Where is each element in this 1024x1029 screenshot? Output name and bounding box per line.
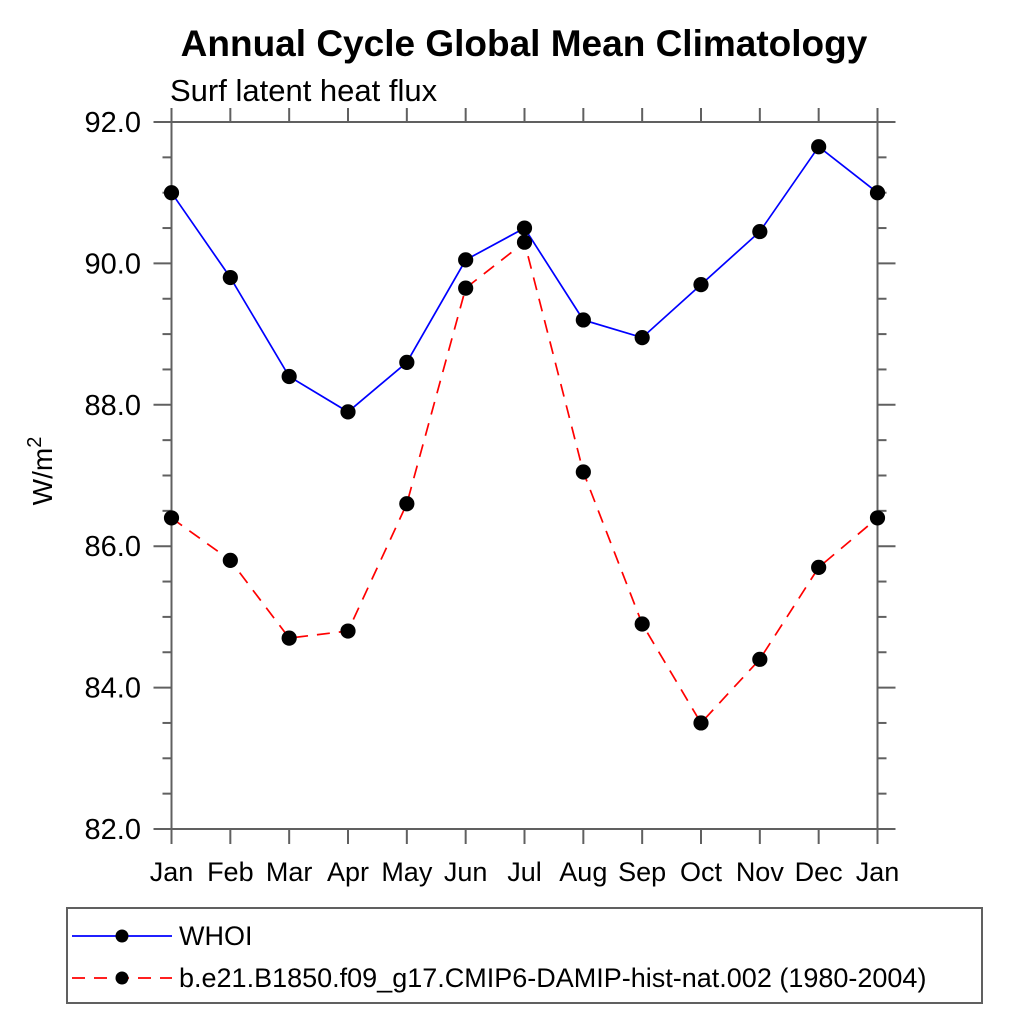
data-point-series-0 (163, 185, 180, 201)
legend-marker-1 (115, 971, 129, 985)
legend-box (66, 907, 983, 1004)
month-label: Mar (266, 857, 313, 887)
data-point-series-1 (281, 630, 297, 646)
month-label: May (381, 857, 433, 887)
y-tick-label: 88.0 (85, 390, 141, 422)
chart-subtitle: Surf latent heat flux (170, 73, 438, 108)
y-tick-label: 84.0 (85, 673, 141, 705)
y-tick-label: 86.0 (85, 531, 141, 563)
month-label: Nov (736, 857, 785, 887)
data-point-series-0 (869, 185, 886, 201)
legend-item-label-0: WHOI (179, 921, 253, 951)
month-label: Sep (618, 857, 666, 887)
data-point-series-0 (399, 354, 415, 370)
y-axis-label-base: W/m (27, 448, 58, 506)
data-point-series-1 (458, 280, 474, 296)
month-label: Jun (444, 857, 488, 887)
data-point-series-0 (752, 223, 768, 240)
y-axis-label-superscript: 2 (24, 437, 46, 448)
data-point-series-1 (575, 464, 591, 480)
data-point-series-1 (693, 715, 709, 731)
data-point-series-1 (340, 623, 356, 639)
y-tick-label: 92.0 (85, 107, 141, 139)
y-axis-label: W/m2 (24, 437, 58, 506)
month-label: Dec (795, 857, 843, 887)
legend-item-label-1: b.e21.B1850.f09_g17.CMIP6-DAMIP-hist-nat… (179, 963, 926, 993)
data-point-series-0 (458, 252, 474, 268)
data-point-series-1 (869, 510, 886, 526)
data-point-series-0 (634, 330, 650, 346)
legend: WHOI b.e21.B1850.f09_g17.CMIP6-DAMIP-hist… (66, 907, 983, 1004)
data-point-series-1 (811, 559, 827, 576)
month-label: Oct (680, 857, 723, 887)
data-point-series-0 (811, 139, 827, 155)
plot-series (163, 139, 886, 731)
data-point-series-1 (222, 552, 238, 568)
series-line-1 (171, 240, 879, 725)
data-point-series-1 (163, 510, 180, 526)
y-tick-label: 82.0 (85, 814, 141, 846)
axes: 82.0 84.0 86.0 88.0 90.0 92.0 Jan Feb Mar Apr May J… (85, 107, 900, 887)
data-point-series-0 (575, 312, 591, 328)
chart-title: Annual Cycle Global Mean Climatology (181, 23, 868, 64)
month-label: Jul (507, 857, 542, 887)
legend-marker-0 (115, 929, 129, 943)
data-point-series-0 (222, 269, 238, 286)
data-point-series-1 (634, 616, 650, 632)
data-point-series-1 (516, 234, 533, 250)
y-tick-label: 90.0 (85, 248, 141, 280)
data-point-series-0 (340, 404, 356, 420)
month-label: Jan (150, 857, 194, 887)
month-label: Apr (327, 857, 369, 887)
data-point-series-0 (516, 220, 533, 236)
series-line-0 (170, 145, 879, 413)
data-point-series-1 (752, 651, 768, 667)
data-point-series-0 (281, 368, 297, 385)
data-point-series-1 (399, 496, 415, 512)
month-label: Jan (856, 857, 900, 887)
data-point-series-0 (693, 277, 709, 293)
month-label: Feb (207, 857, 254, 887)
month-label: Aug (559, 857, 607, 887)
